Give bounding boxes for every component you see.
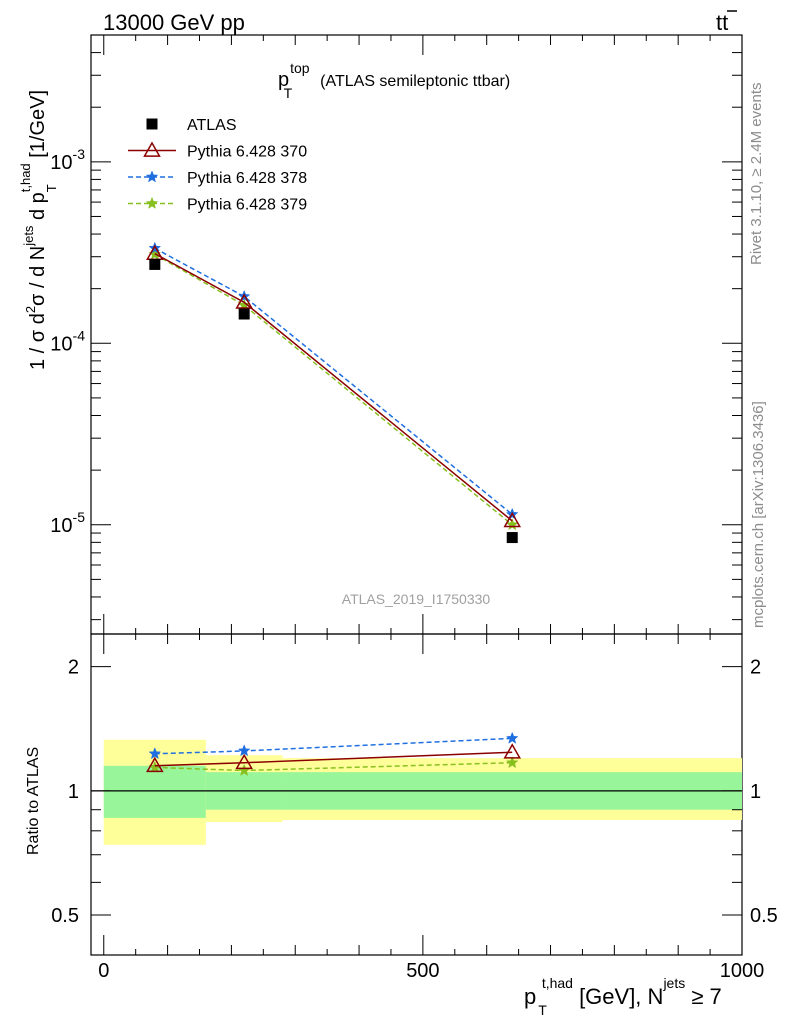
- main-data-point: [238, 308, 250, 320]
- legend-marker: [145, 196, 159, 209]
- ratio-y-tick-label-right: 1: [750, 781, 761, 803]
- x-tick-label: 0: [98, 960, 109, 982]
- legend-label: Pythia 6.428 379: [187, 197, 307, 214]
- rivet-version-text: Rivet 3.1.10, ≥ 2.4M events: [748, 83, 765, 266]
- x-tick-label: 500: [406, 960, 439, 982]
- ratio-y-tick-label-right: 2: [750, 657, 761, 679]
- y-tick-label: 10-5: [50, 509, 85, 537]
- ratio-series-line: [154, 751, 513, 767]
- main-y-axis-label: 1 / σ d2σ / d Njets d pTt,had [1/GeV]: [18, 90, 59, 370]
- ratio-data-point: [146, 756, 164, 773]
- legend-marker: [145, 170, 159, 183]
- ratio-y-tick-label: 1: [68, 781, 79, 803]
- y-tick-label: 10-4: [50, 327, 85, 355]
- x-tick-label: 1000: [720, 960, 765, 982]
- legend-item: ATLAS: [146, 117, 237, 134]
- legend: ATLAS Pythia 6.428 370 Pythia 6.428 378 Pyt…: [128, 117, 307, 214]
- mcplots-reference-text: mcplots.cern.ch [arXiv:1306.3436]: [750, 401, 767, 628]
- ratio-y-tick-label: 2: [68, 657, 79, 679]
- ratio-data-point: [235, 753, 253, 770]
- main-series-0: [148, 247, 519, 531]
- y-tick-label: 10-3: [50, 146, 85, 174]
- ratio-data-point: [503, 743, 522, 759]
- ratio-series-layer: [146, 731, 522, 776]
- plot-title: ptop T(ATLAS semileptonic ttbar): [278, 60, 510, 101]
- legend-item: Pythia 6.428 370: [128, 141, 307, 161]
- main-data-point: [506, 532, 518, 544]
- ratio-series-line: [154, 737, 513, 755]
- legend-marker: [146, 118, 158, 130]
- main-series-layer: [146, 241, 522, 544]
- ratio-y-tick-label-right: 0.5: [750, 905, 778, 927]
- legend-label: ATLAS: [187, 117, 237, 134]
- ratio-series-2: [146, 743, 522, 773]
- energy-label: 13000 GeV pp: [103, 10, 245, 35]
- main-series-line: [154, 253, 513, 526]
- ratio-series-1: [148, 731, 519, 760]
- ratio-y-tick-label: 0.5: [51, 905, 79, 927]
- ratio-data-point: [505, 731, 519, 744]
- ratio-band-green: [103, 765, 206, 818]
- ratio-data-point: [237, 744, 251, 757]
- legend-label: Pythia 6.428 370: [187, 144, 307, 161]
- main-series-line: [154, 252, 513, 522]
- legend-item: Pythia 6.428 378: [128, 170, 307, 187]
- main-data-point: [149, 258, 161, 270]
- ratio-y-axis-label: Ratio to ATLAS: [25, 747, 42, 855]
- legend-item: Pythia 6.428 379: [128, 197, 307, 214]
- legend-marker: [143, 141, 161, 157]
- legend-label: Pythia 6.428 378: [187, 170, 307, 187]
- ratio-data-point: [505, 756, 519, 769]
- analysis-watermark: ATLAS_2019_I1750330: [342, 591, 491, 607]
- main-series-1: [148, 241, 519, 520]
- main-data-point: [235, 293, 253, 309]
- axes-ticks: 10-5 10-4 10-3 0.5 0.5 1 1 2 2 0 500 1000: [50, 34, 778, 982]
- main-series-line: [154, 247, 513, 515]
- main-series-0: [149, 258, 518, 544]
- ratio-data-point: [148, 747, 162, 760]
- process-label: tt: [716, 10, 728, 35]
- x-axis-label: pTt,had [GeV], Njets ≥ 7: [524, 975, 722, 1018]
- main-data-point: [503, 511, 522, 528]
